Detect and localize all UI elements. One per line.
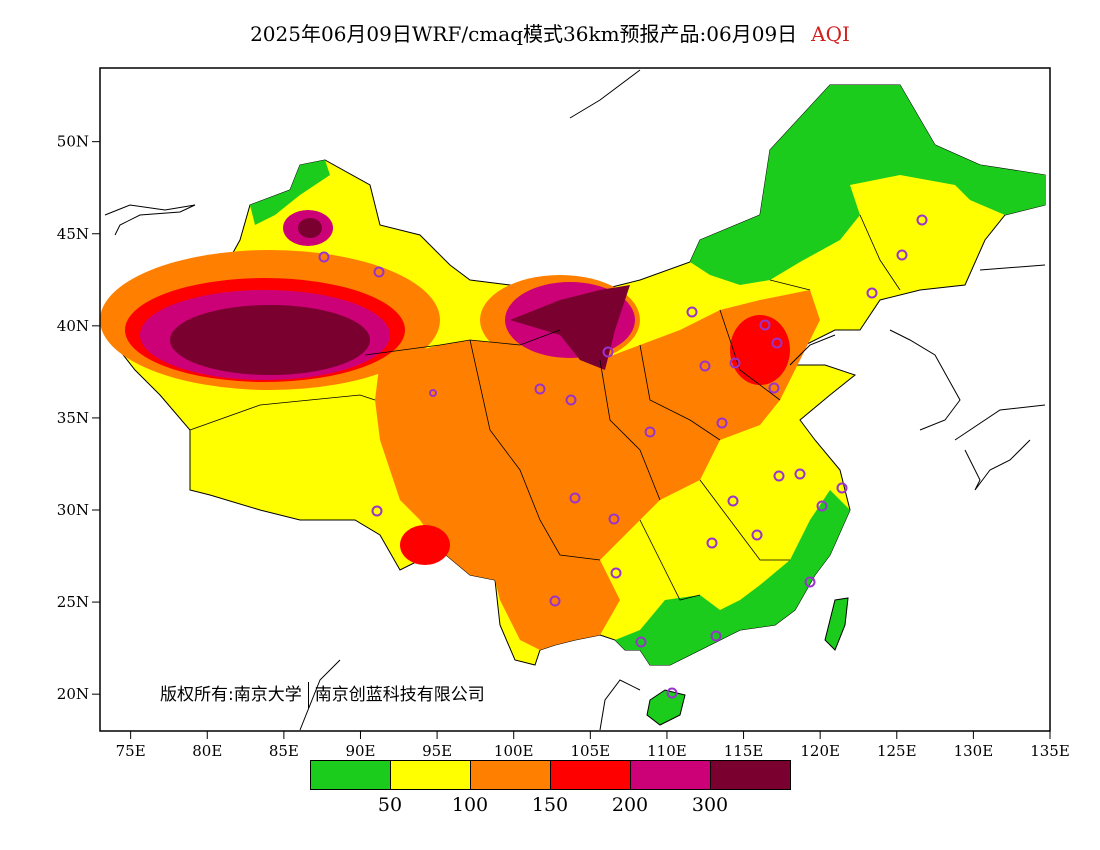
station-marker <box>896 249 908 261</box>
legend-label: 50 <box>377 794 403 816</box>
station-marker <box>866 287 878 299</box>
y-tick-label: 20N <box>57 685 89 703</box>
legend-colorbar <box>310 760 791 791</box>
green-south <box>615 490 850 665</box>
y-axis: 50N 45N 40N 35N 30N 25N 20N <box>57 133 100 703</box>
station-marker <box>804 576 816 588</box>
station-marker <box>549 595 561 607</box>
copyright-prefix: 版权所有: <box>160 685 234 705</box>
station-marker <box>686 306 698 318</box>
station-marker <box>610 567 622 579</box>
station-marker <box>768 382 780 394</box>
x-axis: 75E 80E 85E 90E 95E 100E 105E 110E 115E 120E 125E 1… <box>116 731 1070 760</box>
coastlines <box>104 69 1046 731</box>
x-tick-label: 120E <box>800 742 840 760</box>
darkred-xinjiang <box>170 305 370 375</box>
station-marker <box>569 492 581 504</box>
x-tick-label: 95E <box>422 742 452 760</box>
station-marker <box>836 482 848 494</box>
station-markers <box>318 214 928 699</box>
station-marker <box>534 383 546 395</box>
station-marker <box>699 360 711 372</box>
copyright-org1: 南京大学 <box>233 685 302 705</box>
x-tick-label: 135E <box>1030 742 1070 760</box>
province-boundaries <box>189 214 901 601</box>
copyright-notice: 版权所有:南京大学 南京创蓝科技有限公司 <box>160 680 485 708</box>
station-marker <box>816 500 828 512</box>
y-tick-label: 35N <box>57 409 89 427</box>
station-marker <box>710 630 722 642</box>
red-tibet-south <box>400 525 450 565</box>
station-marker <box>371 505 383 517</box>
copyright-org2: 南京创蓝科技有限公司 <box>314 685 485 705</box>
legend-swatch <box>310 760 391 790</box>
x-tick-label: 90E <box>345 742 375 760</box>
y-tick-label: 40N <box>57 317 89 335</box>
station-marker <box>429 389 437 397</box>
taiwan-island <box>824 597 849 651</box>
legend-label: 100 <box>451 794 489 816</box>
legend-label: 150 <box>531 794 569 816</box>
legend-swatch <box>470 760 551 790</box>
green-northeast <box>690 85 1045 285</box>
legend-swatch <box>710 760 791 790</box>
station-marker <box>916 214 928 226</box>
y-tick-label: 25N <box>57 593 89 611</box>
station-marker <box>771 337 783 349</box>
hainan-island <box>646 689 686 726</box>
station-marker <box>706 537 718 549</box>
x-tick-label: 80E <box>192 742 222 760</box>
x-tick-label: 110E <box>647 742 687 760</box>
station-marker <box>602 346 614 358</box>
map-title: 2025年06月09日WRF/cmaq模式36km预报产品:06月09日 AQI <box>0 18 1100 47</box>
title-main: 2025年06月09日WRF/cmaq模式36km预报产品:06月09日 <box>250 22 798 46</box>
y-tick-label: 45N <box>57 225 89 243</box>
x-tick-label: 100E <box>494 742 534 760</box>
station-marker <box>608 513 620 525</box>
legend-swatch <box>550 760 631 790</box>
red-beijing <box>730 315 790 385</box>
title-variable: AQI <box>811 22 850 46</box>
station-marker <box>729 357 741 369</box>
station-marker <box>318 251 330 263</box>
station-marker <box>373 266 385 278</box>
legend-swatch <box>390 760 471 790</box>
x-tick-label: 125E <box>877 742 917 760</box>
station-marker <box>794 468 806 480</box>
station-marker <box>716 417 728 429</box>
station-marker <box>565 394 577 406</box>
station-marker <box>773 470 785 482</box>
y-tick-label: 50N <box>57 133 89 151</box>
x-tick-label: 115E <box>724 742 764 760</box>
green-north-xinjiang <box>250 160 330 225</box>
darkred-north-xj <box>298 218 322 238</box>
x-tick-label: 75E <box>116 742 146 760</box>
darkred-gansu <box>510 285 630 370</box>
station-marker <box>727 495 739 507</box>
station-marker <box>644 426 656 438</box>
x-tick-label: 85E <box>269 742 299 760</box>
legend-label: 200 <box>611 794 649 816</box>
station-marker <box>666 687 678 699</box>
y-tick-label: 30N <box>57 501 89 519</box>
map-frame <box>99 67 1051 732</box>
map-field <box>100 69 1046 731</box>
orange-central <box>375 290 820 650</box>
x-tick-label: 130E <box>954 742 994 760</box>
x-tick-label: 105E <box>571 742 611 760</box>
station-marker <box>635 636 647 648</box>
station-marker <box>759 319 771 331</box>
station-marker <box>751 529 763 541</box>
legend-label: 300 <box>691 794 729 816</box>
copyright-separator <box>307 682 309 708</box>
legend-swatch <box>630 760 711 790</box>
